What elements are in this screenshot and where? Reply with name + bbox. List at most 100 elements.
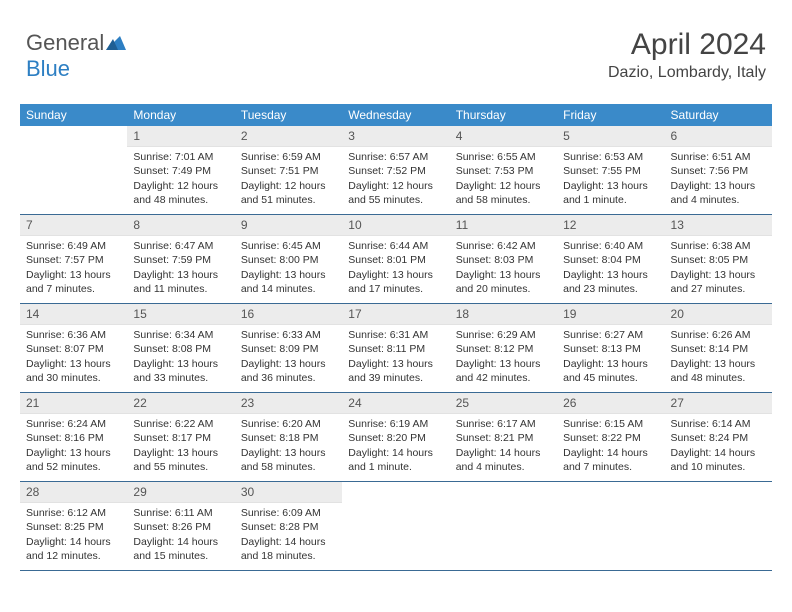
day-daylight1: Daylight: 12 hours xyxy=(348,179,443,193)
day-cell: 27Sunrise: 6:14 AMSunset: 8:24 PMDayligh… xyxy=(665,393,772,481)
day-sunrise: Sunrise: 6:11 AM xyxy=(133,506,228,520)
day-sunset: Sunset: 8:26 PM xyxy=(133,520,228,534)
brand-part2: Blue xyxy=(26,56,70,81)
day-sunset: Sunset: 8:13 PM xyxy=(563,342,658,356)
day-number: 10 xyxy=(342,215,449,236)
weekday-header: Tuesday xyxy=(235,104,342,126)
day-daylight2: and 42 minutes. xyxy=(456,371,551,385)
day-daylight1: Daylight: 13 hours xyxy=(133,268,228,282)
day-daylight2: and 4 minutes. xyxy=(671,193,766,207)
day-daylight2: and 27 minutes. xyxy=(671,282,766,296)
day-daylight2: and 51 minutes. xyxy=(241,193,336,207)
day-daylight2: and 12 minutes. xyxy=(26,549,121,563)
day-body: Sunrise: 6:57 AMSunset: 7:52 PMDaylight:… xyxy=(342,147,449,213)
day-number: 28 xyxy=(20,482,127,503)
day-sunset: Sunset: 8:05 PM xyxy=(671,253,766,267)
day-number: 19 xyxy=(557,304,664,325)
day-body: Sunrise: 6:14 AMSunset: 8:24 PMDaylight:… xyxy=(665,414,772,480)
day-body: Sunrise: 6:29 AMSunset: 8:12 PMDaylight:… xyxy=(450,325,557,391)
day-sunrise: Sunrise: 7:01 AM xyxy=(133,150,228,164)
day-daylight1: Daylight: 14 hours xyxy=(456,446,551,460)
day-sunset: Sunset: 7:55 PM xyxy=(563,164,658,178)
day-cell: 28Sunrise: 6:12 AMSunset: 8:25 PMDayligh… xyxy=(20,482,127,570)
day-cell: 7Sunrise: 6:49 AMSunset: 7:57 PMDaylight… xyxy=(20,215,127,303)
day-number: 29 xyxy=(127,482,234,503)
weekday-header: Monday xyxy=(127,104,234,126)
day-daylight2: and 58 minutes. xyxy=(241,460,336,474)
day-sunrise: Sunrise: 6:53 AM xyxy=(563,150,658,164)
day-number: 13 xyxy=(665,215,772,236)
day-cell: 3Sunrise: 6:57 AMSunset: 7:52 PMDaylight… xyxy=(342,126,449,214)
day-sunrise: Sunrise: 6:36 AM xyxy=(26,328,121,342)
day-sunset: Sunset: 7:57 PM xyxy=(26,253,121,267)
day-cell: 29 Sunrise: 6:11 AMSunset: 8:26 PMDayligh… xyxy=(127,482,234,570)
day-number: 15 xyxy=(127,304,234,325)
day-daylight2: and 14 minutes. xyxy=(241,282,336,296)
weekday-header: Saturday xyxy=(665,104,772,126)
day-daylight1: Daylight: 14 hours xyxy=(133,535,228,549)
day-daylight1: Daylight: 14 hours xyxy=(563,446,658,460)
day-sunset: Sunset: 8:16 PM xyxy=(26,431,121,445)
day-daylight2: and 7 minutes. xyxy=(563,460,658,474)
day-number: 1 xyxy=(127,126,234,147)
day-sunrise: Sunrise: 6:57 AM xyxy=(348,150,443,164)
day-cell: 14Sunrise: 6:36 AMSunset: 8:07 PMDayligh… xyxy=(20,304,127,392)
day-sunset: Sunset: 8:09 PM xyxy=(241,342,336,356)
day-cell: 24Sunrise: 6:19 AMSunset: 8:20 PMDayligh… xyxy=(342,393,449,481)
day-daylight1: Daylight: 13 hours xyxy=(26,357,121,371)
day-daylight1: Daylight: 13 hours xyxy=(241,268,336,282)
day-body: Sunrise: 6:22 AMSunset: 8:17 PMDaylight:… xyxy=(127,414,234,480)
day-sunrise: Sunrise: 6:09 AM xyxy=(241,506,336,520)
day-sunset: Sunset: 8:24 PM xyxy=(671,431,766,445)
day-sunset: Sunset: 7:59 PM xyxy=(133,253,228,267)
day-cell: 4Sunrise: 6:55 AMSunset: 7:53 PMDaylight… xyxy=(450,126,557,214)
brand-mark-icon xyxy=(106,30,126,56)
day-sunrise: Sunrise: 6:42 AM xyxy=(456,239,551,253)
day-sunset: Sunset: 8:01 PM xyxy=(348,253,443,267)
day-number: 26 xyxy=(557,393,664,414)
weekday-header: Thursday xyxy=(450,104,557,126)
day-body: Sunrise: 7:01 AMSunset: 7:49 PMDaylight:… xyxy=(127,147,234,213)
weekday-header: Sunday xyxy=(20,104,127,126)
week-row: 28Sunrise: 6:12 AMSunset: 8:25 PMDayligh… xyxy=(20,482,772,571)
day-sunset: Sunset: 7:52 PM xyxy=(348,164,443,178)
day-daylight2: and 15 minutes. xyxy=(133,549,228,563)
day-daylight1: Daylight: 14 hours xyxy=(348,446,443,460)
day-body: Sunrise: 6:53 AMSunset: 7:55 PMDaylight:… xyxy=(557,147,664,213)
day-daylight1: Daylight: 12 hours xyxy=(241,179,336,193)
day-body: Sunrise: 6:17 AMSunset: 8:21 PMDaylight:… xyxy=(450,414,557,480)
day-number: 17 xyxy=(342,304,449,325)
day-body: Sunrise: 6:26 AMSunset: 8:14 PMDaylight:… xyxy=(665,325,772,391)
day-daylight2: and 23 minutes. xyxy=(563,282,658,296)
day-sunset: Sunset: 8:04 PM xyxy=(563,253,658,267)
day-daylight1: Daylight: 13 hours xyxy=(26,446,121,460)
day-body: Sunrise: 6:27 AMSunset: 8:13 PMDaylight:… xyxy=(557,325,664,391)
day-body: Sunrise: 6:59 AMSunset: 7:51 PMDaylight:… xyxy=(235,147,342,213)
day-sunrise: Sunrise: 6:51 AM xyxy=(671,150,766,164)
calendar: SundayMondayTuesdayWednesdayThursdayFrid… xyxy=(20,104,772,571)
day-daylight2: and 48 minutes. xyxy=(671,371,766,385)
day-cell: 25Sunrise: 6:17 AMSunset: 8:21 PMDayligh… xyxy=(450,393,557,481)
day-sunrise: Sunrise: 6:55 AM xyxy=(456,150,551,164)
day-daylight1: Daylight: 13 hours xyxy=(348,268,443,282)
day-daylight1: Daylight: 13 hours xyxy=(456,357,551,371)
day-daylight1: Daylight: 13 hours xyxy=(456,268,551,282)
day-sunset: Sunset: 8:28 PM xyxy=(241,520,336,534)
day-daylight1: Daylight: 13 hours xyxy=(563,268,658,282)
day-number: 12 xyxy=(557,215,664,236)
day-daylight2: and 1 minute. xyxy=(348,460,443,474)
day-daylight2: and 55 minutes. xyxy=(348,193,443,207)
day-daylight2: and 11 minutes. xyxy=(133,282,228,296)
week-row: 14Sunrise: 6:36 AMSunset: 8:07 PMDayligh… xyxy=(20,304,772,393)
day-number: 30 xyxy=(235,482,342,503)
day-daylight2: and 17 minutes. xyxy=(348,282,443,296)
day-body: Sunrise: 6:42 AMSunset: 8:03 PMDaylight:… xyxy=(450,236,557,302)
day-daylight1: Daylight: 13 hours xyxy=(671,357,766,371)
day-body: Sunrise: 6:44 AMSunset: 8:01 PMDaylight:… xyxy=(342,236,449,302)
day-cell: 10Sunrise: 6:44 AMSunset: 8:01 PMDayligh… xyxy=(342,215,449,303)
day-daylight1: Daylight: 12 hours xyxy=(456,179,551,193)
day-body: Sunrise: 6:34 AMSunset: 8:08 PMDaylight:… xyxy=(127,325,234,391)
day-cell: 1Sunrise: 7:01 AMSunset: 7:49 PMDaylight… xyxy=(127,126,234,214)
day-daylight1: Daylight: 12 hours xyxy=(133,179,228,193)
day-sunrise: Sunrise: 6:27 AM xyxy=(563,328,658,342)
